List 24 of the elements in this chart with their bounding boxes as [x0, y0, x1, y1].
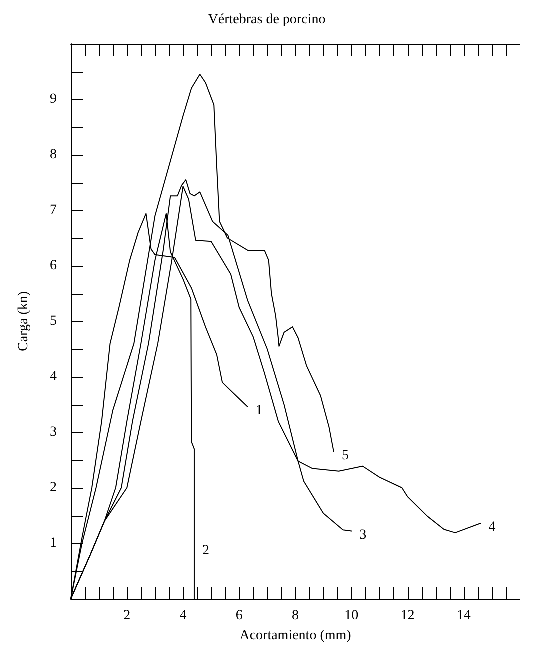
y-tick-label: 1 — [50, 536, 57, 551]
y-tick-label: 4 — [50, 370, 57, 384]
y-tick-label: 5 — [50, 314, 57, 329]
x-tick-label: 6 — [236, 608, 243, 624]
y-tick-label: 7 — [50, 203, 57, 218]
series-label: 1 — [256, 403, 263, 418]
series-label: 2 — [202, 544, 210, 558]
x-tick-label: 2 — [124, 608, 131, 624]
y-tick-label: 6 — [50, 258, 57, 274]
x-tick-label: 12 — [400, 608, 415, 624]
y-tick-label: 9 — [50, 92, 57, 107]
chart-title: Vértebras de porcino — [208, 12, 326, 28]
series-label: 3 — [360, 528, 367, 543]
x-tick-label: 14 — [456, 608, 471, 624]
y-tick-label: 3 — [50, 425, 57, 440]
y-tick-label: 2 — [50, 480, 57, 496]
series-label: 4 — [488, 520, 496, 536]
x-tick-label: 8 — [292, 608, 299, 624]
x-tick-label: 10 — [344, 608, 359, 624]
x-tick-label: 4 — [180, 608, 187, 624]
x-axis-title: Acortamiento (mm) — [240, 628, 352, 644]
y-tick-label: 8 — [50, 148, 57, 162]
y-axis-title: Carga (kn) — [16, 291, 32, 352]
series-label: 5 — [342, 448, 349, 464]
